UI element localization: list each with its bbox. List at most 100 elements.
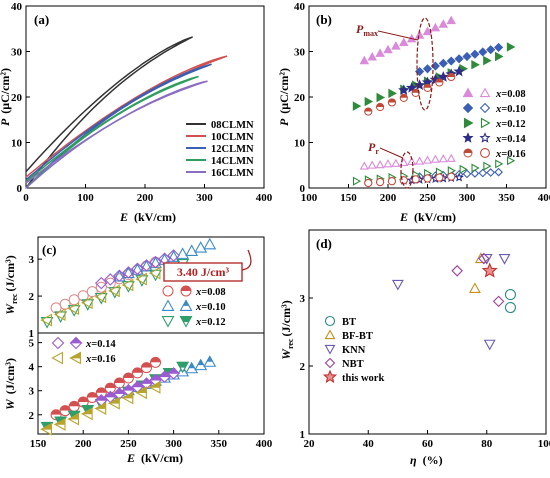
panel-b-ytick-label: 30 [294,47,306,59]
panel-a-xtick-label: 0 [23,192,29,204]
pr-point [496,160,502,167]
legend-filled-marker [464,104,473,113]
legend-label-x0.10: x=0.10 [195,302,226,313]
legend-label-x0.08: x=0.08 [195,287,226,298]
legend-marker-BF-BT [326,331,335,339]
legend-marker-BT [326,317,335,326]
w-point-top [141,363,151,368]
point-KNN [485,340,495,349]
pmax-point [507,43,514,51]
pr-point [484,163,490,170]
panel-d-ylabel: Wrec(J/cm³) [279,300,295,359]
pmax-point [400,94,407,101]
panel-c-bottom-ylabel: W (J/cm³) [3,358,17,410]
pmax-point [455,55,463,63]
legend-open-marker [53,353,63,364]
panel-b-label: (b) [316,12,332,27]
panel-b-ytick-label: 40 [294,1,306,13]
panel-b-xtick-label: 250 [419,192,436,204]
wrec-point [96,282,106,292]
legend-marker-this-work [324,371,335,382]
pr-point [384,160,391,166]
panel-b-marks [353,17,514,187]
w-point [186,363,197,373]
panel-c-bottom-xtick-label: 350 [211,438,228,450]
w-point-top [96,388,106,393]
panel-c-bottom-ytick-label: 3 [29,386,35,398]
legend-half-marker-fill [181,317,192,322]
pr-point [354,178,360,185]
w-point-top [114,378,124,383]
panel-a-ytick-label: 30 [11,47,23,59]
pmax-point [472,61,479,69]
panel-b: 100150200250300350400010203040 (b) Pmax … [277,1,550,224]
pr-point [432,156,439,162]
pmax-point [368,53,376,60]
panel-b-xtick-label: 150 [340,192,357,204]
w-point-bottom [123,378,133,383]
w-point [69,401,79,411]
pmax-point [448,73,455,80]
callout-arrow [242,250,251,270]
legend-half-marker [181,301,192,311]
pr-point [448,173,455,180]
legend-half-marker-top [181,286,191,291]
w-point [151,357,161,367]
legend-value: =0.10 [501,104,525,115]
pr-point [424,157,431,163]
pmax-point [447,57,455,65]
pr-point [479,169,486,176]
wrec-point [204,239,215,249]
legend-label-x0.14: x=0.14 [495,134,526,145]
callout-text: 3.40 J/cm³ [177,265,230,279]
panel-a-curves [26,37,227,188]
pmax-point [377,94,384,102]
w-point-top [105,383,115,388]
panel-b-xlabel: E (kV/cm) [399,210,456,224]
legend-label-x0.12: x=0.12 [495,119,526,130]
pe-loop-16CLMN [26,81,208,188]
legend-half-marker-fill [71,338,82,344]
panel-d-ytick-label: 3 [300,293,306,305]
panel-b-ytick-label: 10 [294,138,306,150]
panel-c-bottom-ytick-label: 4 [29,362,35,374]
pmax-point [484,57,491,65]
panel-c-xlabel: E (kV/cm) [126,451,183,465]
pr-point [361,163,368,169]
legend-open-marker [481,119,489,128]
w-point [177,362,188,372]
w-point-top [69,401,79,406]
legend-label-12CLMN: 12CLMN [211,144,254,155]
legend-label-x0.14: x=0.14 [85,339,116,350]
w-point [132,368,142,378]
panel-a-ytick-label: 10 [11,138,23,150]
w-point-top [87,392,97,397]
legend-label-x0.16: x=0.16 [85,354,116,365]
pmax-point [353,102,360,110]
panel-d-marks [393,254,516,350]
point-this-work [483,264,496,277]
panel-a-xtick-label: 400 [256,192,273,204]
pmax-point [388,99,395,106]
legend-open-marker [481,149,490,158]
pmax-point [389,90,396,98]
legend-open-marker [163,286,173,296]
legend-half-marker [181,317,192,327]
panel-c-bottom-xtick-label: 400 [256,438,273,450]
pmax-point [487,46,495,54]
legend-label-BT: BT [342,317,356,328]
wrec-point [60,299,70,309]
panel-a-ytick-label: 40 [11,1,23,13]
legend-value: =0.12 [501,119,525,130]
pmax-point [376,50,384,57]
legend-open-marker [53,338,64,349]
pr-point [377,161,384,167]
wrec-point [78,291,88,301]
panel-d-ytick-label: 2 [300,361,306,373]
pmax-point [365,108,372,115]
panel-a-xtick-label: 200 [137,192,154,204]
pmax-point [384,46,392,53]
